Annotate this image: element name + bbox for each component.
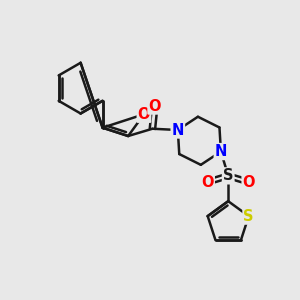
Text: O: O [243, 175, 255, 190]
Text: O: O [201, 175, 214, 190]
Text: S: S [244, 208, 254, 224]
Text: S: S [223, 168, 233, 183]
Text: N: N [172, 122, 184, 137]
Text: O: O [138, 107, 150, 122]
Text: O: O [148, 98, 161, 113]
Text: N: N [215, 144, 227, 159]
